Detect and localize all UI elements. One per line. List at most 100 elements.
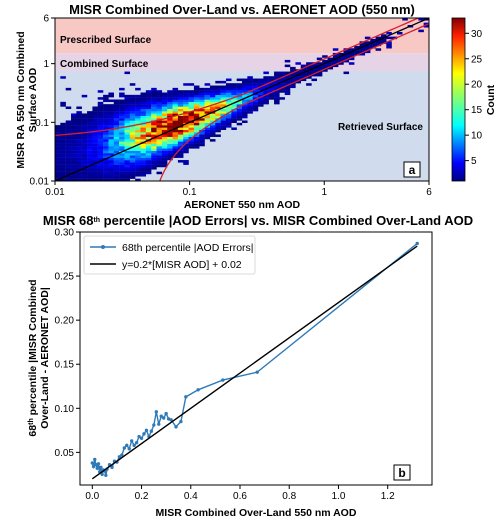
heatmap-cell	[183, 94, 189, 98]
heatmap-cell	[172, 125, 179, 128]
heatmap-cell	[258, 83, 264, 86]
series-68th-percentile-point	[132, 443, 136, 448]
heatmap-cell	[76, 157, 82, 161]
heatmap-cell	[220, 97, 227, 100]
heatmap-cell	[172, 148, 179, 151]
heatmap-cell	[183, 99, 189, 103]
heatmap-cell	[55, 171, 61, 175]
heatmap-cell	[364, 48, 371, 51]
heatmap-cell	[242, 111, 248, 114]
heatmap-cell	[55, 139, 61, 142]
heatmap-cell	[124, 132, 130, 135]
heatmap-cell	[129, 111, 136, 114]
heatmap-cell	[183, 160, 189, 163]
heatmap-cell	[145, 115, 152, 119]
legend-marker-series-1	[101, 245, 105, 249]
heatmap-cell	[359, 52, 366, 56]
colorbar-tick-label: 15	[471, 105, 483, 116]
heatmap-cell	[332, 62, 339, 65]
heatmap-cell	[87, 157, 93, 161]
heatmap-cell	[172, 122, 179, 126]
heatmap-cell	[140, 129, 147, 133]
y-tick-label: 0.05	[55, 448, 75, 459]
heatmap-cell	[76, 113, 82, 116]
heatmap-cell	[60, 132, 66, 135]
heatmap-cell	[97, 125, 104, 128]
heatmap-cell	[119, 94, 125, 98]
panel-b-y-ticks: 0.05 0.10 0.15 0.20 0.25 0.30	[55, 228, 80, 459]
heatmap-cell	[140, 155, 147, 158]
heatmap-cell	[156, 108, 163, 112]
heatmap-cell	[65, 136, 72, 140]
heatmap-cell	[156, 171, 163, 175]
heatmap-cell	[108, 92, 114, 96]
heatmap-cell	[306, 71, 312, 75]
heatmap-cell	[188, 83, 195, 86]
heatmap-cell	[97, 122, 104, 126]
heatmap-cell	[113, 129, 120, 133]
heatmap-cell	[220, 94, 227, 98]
heatmap-cell	[60, 101, 66, 105]
x-tick-label: 0.0	[85, 491, 99, 502]
heatmap-cell	[204, 111, 211, 114]
heatmap-cell	[204, 108, 211, 112]
heatmap-cell	[183, 83, 189, 86]
heatmap-cell	[71, 169, 77, 172]
heatmap-cell	[87, 162, 93, 165]
heatmap-cell	[87, 122, 93, 126]
heatmap-cell	[140, 171, 147, 175]
heatmap-cell	[71, 150, 77, 154]
heatmap-cell	[220, 111, 227, 114]
heatmap-cell	[199, 134, 205, 137]
heatmap-cell	[242, 83, 248, 86]
heatmap-cell	[300, 69, 307, 72]
heatmap-cell	[183, 134, 189, 137]
heatmap-cell	[274, 87, 280, 91]
x-tick-label: 0.01	[45, 187, 65, 198]
heatmap-cell	[167, 157, 173, 161]
heatmap-cell	[151, 139, 157, 142]
heatmap-cell	[92, 141, 98, 144]
heatmap-cell	[161, 118, 168, 121]
heatmap-cell	[199, 101, 205, 105]
heatmap-cell	[167, 101, 173, 105]
heatmap-cell	[92, 148, 98, 151]
heatmap-cell	[103, 99, 109, 103]
heatmap-cell	[103, 125, 109, 128]
heatmap-cell	[103, 143, 109, 147]
heatmap-cell	[418, 18, 424, 21]
heatmap-cell	[151, 132, 157, 135]
heatmap-cell	[145, 108, 152, 112]
heatmap-cell	[129, 122, 136, 126]
heatmap-cell	[193, 143, 200, 147]
heatmap-cell	[252, 104, 259, 107]
heatmap-cell	[124, 120, 130, 123]
heatmap-cell	[119, 132, 125, 135]
heatmap-cell	[60, 76, 66, 79]
heatmap-cell	[172, 139, 179, 142]
heatmap-cell	[145, 104, 152, 107]
heatmap-cell	[140, 92, 147, 96]
heatmap-cell	[167, 108, 173, 112]
panel-b-x-ticks: 0.0 0.2 0.4 0.6 0.8 1.0 1.2	[85, 485, 395, 502]
heatmap-cell	[220, 127, 227, 130]
heatmap-cell	[65, 150, 72, 154]
heatmap-cell	[209, 99, 216, 103]
heatmap-cell	[103, 129, 109, 133]
heatmap-cell	[322, 69, 328, 72]
heatmap-cell	[268, 76, 275, 79]
heatmap-cell	[92, 115, 98, 119]
heatmap-cell	[108, 169, 114, 172]
panel-a-frame	[54, 17, 430, 182]
heatmap-cell	[97, 148, 104, 151]
heatmap-cell	[193, 113, 200, 116]
heatmap-cell	[225, 85, 232, 89]
heatmap-cell	[177, 153, 184, 156]
heatmap-cell	[124, 111, 130, 114]
heatmap-cell	[167, 134, 173, 137]
heatmap-cell	[129, 157, 136, 161]
heatmap-cell	[81, 139, 88, 142]
heatmap-cell	[204, 92, 211, 96]
heatmap-cell	[161, 101, 168, 105]
heatmap-cell	[236, 104, 243, 107]
